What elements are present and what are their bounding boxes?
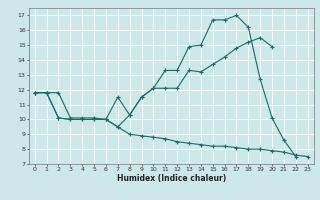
X-axis label: Humidex (Indice chaleur): Humidex (Indice chaleur) — [116, 174, 226, 183]
